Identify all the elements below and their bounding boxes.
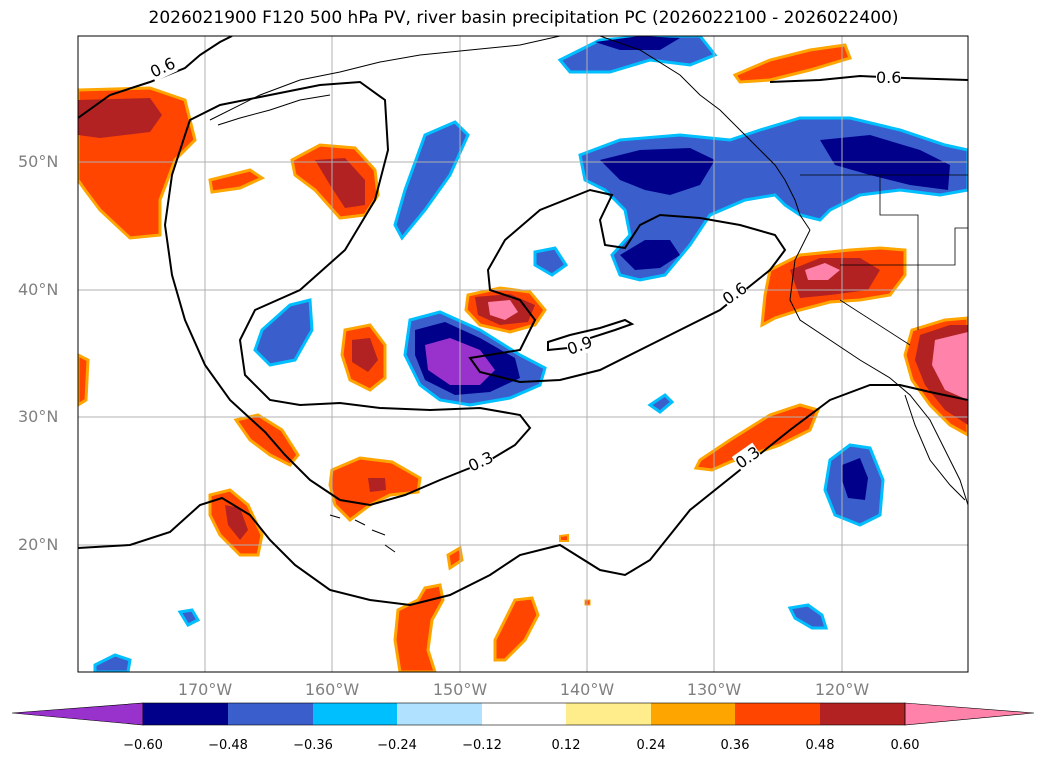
precip-region-negative xyxy=(177,608,201,627)
precip-region-negative xyxy=(93,653,132,672)
precip-region-negative xyxy=(393,120,470,241)
precip-region-strong-negative xyxy=(620,240,680,270)
colorbar-segment xyxy=(397,703,482,725)
lat-label: 20°N xyxy=(18,535,59,554)
pv-contour-0.3 xyxy=(78,384,968,607)
colorbar-segment xyxy=(735,703,820,725)
map-frame xyxy=(77,35,969,673)
gridlines xyxy=(78,36,968,672)
lon-label: 150°W xyxy=(432,680,488,699)
state-border xyxy=(839,299,911,346)
colorbar-segment xyxy=(482,703,566,725)
baja-coast xyxy=(904,394,966,501)
pv-contour-0.9 xyxy=(547,318,635,352)
lat-label: 40°N xyxy=(18,280,59,299)
precip-region-negative xyxy=(533,246,569,277)
precip-region-extreme-positive xyxy=(932,332,968,400)
borders xyxy=(800,174,968,346)
colorbar-tick-label: 0.24 xyxy=(636,738,666,753)
lon-label: 120°W xyxy=(814,680,870,699)
lat-label: 50°N xyxy=(18,152,59,171)
colorbar-frame xyxy=(142,702,906,726)
precip-region-strong-negative xyxy=(595,36,680,50)
precip-region-strong-positive xyxy=(225,505,248,540)
alaska-peninsula xyxy=(217,94,331,126)
pv-contour-0.6-nw xyxy=(78,36,233,119)
precip-region-strong-positive xyxy=(352,338,378,372)
precip-region-positive xyxy=(446,545,464,571)
precip-region-strong-negative xyxy=(600,148,715,195)
colorbar-tick-label: −0.48 xyxy=(208,738,248,753)
colorbar-tick-label: −0.12 xyxy=(462,738,502,753)
colorbar-segment xyxy=(566,703,651,725)
colorbar-tick-label: 0.48 xyxy=(805,738,835,753)
precip-region-positive xyxy=(208,168,266,194)
lat-label: 30°N xyxy=(18,407,59,426)
lon-label: 140°W xyxy=(559,680,615,699)
bc-coast xyxy=(759,149,811,231)
lon-label: 170°W xyxy=(177,680,233,699)
colorbar-tick-label: 0.36 xyxy=(720,738,750,753)
colorbar-segment xyxy=(143,703,228,725)
state-border xyxy=(840,227,968,266)
precip-region-positive xyxy=(732,43,852,84)
colorbar-segment xyxy=(313,703,397,725)
precip-region-negative xyxy=(647,393,675,414)
colorbar-tick-label: 0.60 xyxy=(890,738,920,753)
colorbar-extend-high xyxy=(904,702,1035,726)
precip-region-positive xyxy=(559,533,569,542)
pv-contours xyxy=(78,36,968,607)
coastlines xyxy=(209,36,968,553)
state-border xyxy=(879,175,919,330)
colorbar xyxy=(11,702,1035,726)
precip-region-positive xyxy=(393,583,445,672)
precip-region-extreme-positive xyxy=(488,300,518,320)
colorbar-tick-label: −0.60 xyxy=(123,738,163,753)
colorbar-tick-label: −0.24 xyxy=(377,738,417,753)
alaska-coast xyxy=(209,36,561,121)
colorbar-segment xyxy=(228,703,313,725)
precip-shading xyxy=(78,36,968,672)
contour-label: 0.6 xyxy=(876,68,902,87)
precip-region-strong-negative xyxy=(842,458,868,500)
colorbar-tick-label: −0.36 xyxy=(293,738,333,753)
colorbar-segment xyxy=(820,703,905,725)
precip-region-strong-positive xyxy=(368,478,386,492)
precip-region-negative xyxy=(253,298,314,367)
us-west-coast xyxy=(789,229,968,506)
colorbar-segment xyxy=(651,703,735,725)
precip-region-extreme-positive xyxy=(805,263,840,280)
colorbar-extend-low xyxy=(11,702,144,726)
pv-contour-0.6-center xyxy=(468,188,787,384)
precip-region-strong-positive xyxy=(315,158,365,208)
pv-contour-0.6-ne xyxy=(769,74,968,83)
colorbar-tick-label: 0.12 xyxy=(551,738,581,753)
hawaii-islands xyxy=(329,514,396,553)
map-title: 2026021900 F120 500 hPa PV, river basin … xyxy=(148,8,899,28)
lon-label: 130°W xyxy=(686,680,742,699)
precip-region-positive xyxy=(493,596,540,662)
lon-label: 160°W xyxy=(304,680,360,699)
gulf-of-alaska-coast xyxy=(599,36,761,151)
precip-region-strong-positive xyxy=(78,98,162,138)
precip-region-negative xyxy=(787,603,829,630)
precip-region-positive xyxy=(78,353,90,407)
pv-contour-0.6-west xyxy=(163,80,532,507)
precip-region-positive xyxy=(693,403,821,472)
